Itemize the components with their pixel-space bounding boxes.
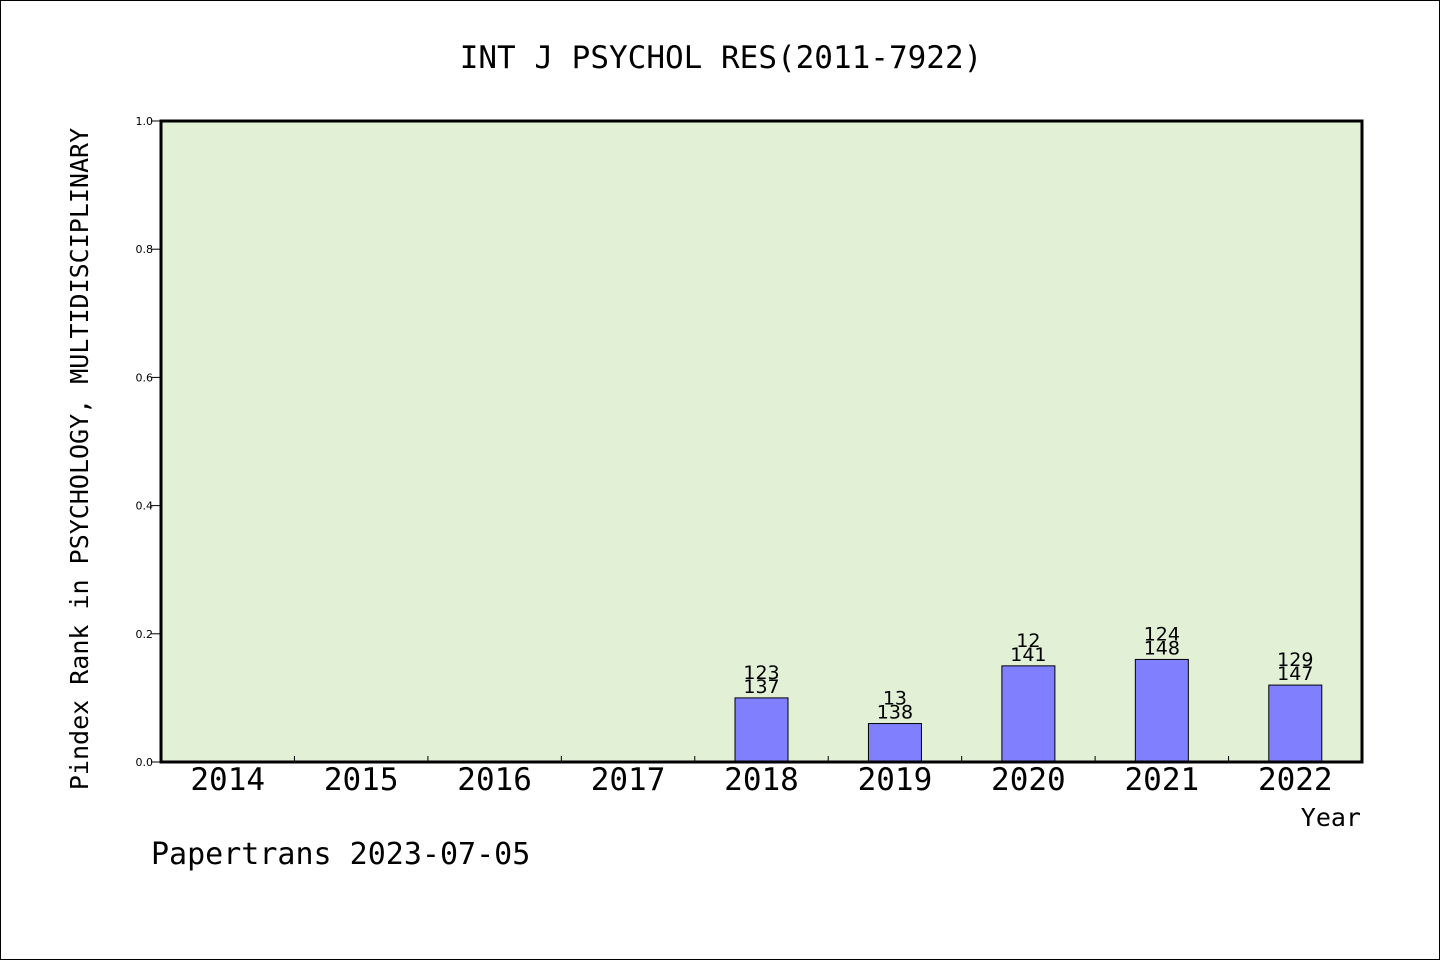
y-axis-ticks: 0.0 0.2 0.4 0.6 0.8 1.0 (136, 115, 161, 769)
y-tick-label: 0.4 (136, 500, 154, 513)
plot-area (159, 119, 1364, 764)
y-tick-label: 0.8 (136, 243, 154, 256)
x-tick-label: 2016 (457, 762, 532, 798)
bar (734, 697, 789, 763)
y-tick-label: 0.0 (136, 756, 154, 769)
y-tick-label: 0.6 (136, 371, 154, 384)
bar-total-label: 148 (1144, 637, 1180, 659)
x-tick-label: 2020 (991, 762, 1066, 798)
x-tick-label: 2014 (190, 762, 265, 798)
bar (1134, 658, 1189, 763)
footer-source: Papertrans 2023-07-05 (151, 837, 530, 872)
bar-total-label: 137 (743, 676, 779, 698)
chart-title: INT J PSYCHOL RES(2011-7922) (460, 40, 983, 76)
x-tick-label: 2022 (1258, 762, 1333, 798)
bar-rank-label: 13 (883, 688, 907, 710)
bar-rank-label: 123 (743, 662, 779, 684)
y-tick-label: 1.0 (136, 115, 154, 128)
bar-total-label: 138 (877, 702, 913, 724)
x-tick-label: 2018 (724, 762, 799, 798)
plot-border (159, 119, 1364, 764)
x-tick-label: 2017 (591, 762, 666, 798)
x-axis-label: Year (1301, 803, 1361, 832)
bar-rank-label: 12 (1016, 630, 1040, 652)
x-tick-label: 2015 (324, 762, 399, 798)
bar-total-label: 147 (1277, 663, 1313, 685)
x-tick-label: 2019 (858, 762, 933, 798)
bar-rank-label: 129 (1277, 649, 1313, 671)
bar-total-label: 141 (1010, 644, 1046, 666)
x-axis-ticks: 2014 2015 2016 2017 2018 2019 2020 2021 2022 (190, 756, 1333, 798)
y-tick-label: 0.2 (136, 628, 154, 641)
bar (1268, 684, 1323, 763)
bar (1001, 665, 1056, 763)
bar-rank-label: 124 (1144, 623, 1180, 645)
bars (734, 658, 1323, 763)
x-tick-label: 2021 (1125, 762, 1200, 798)
bar (867, 723, 922, 763)
y-axis-label: Pindex Rank in PSYCHOLOGY, MULTIDISCIPLI… (65, 128, 94, 790)
